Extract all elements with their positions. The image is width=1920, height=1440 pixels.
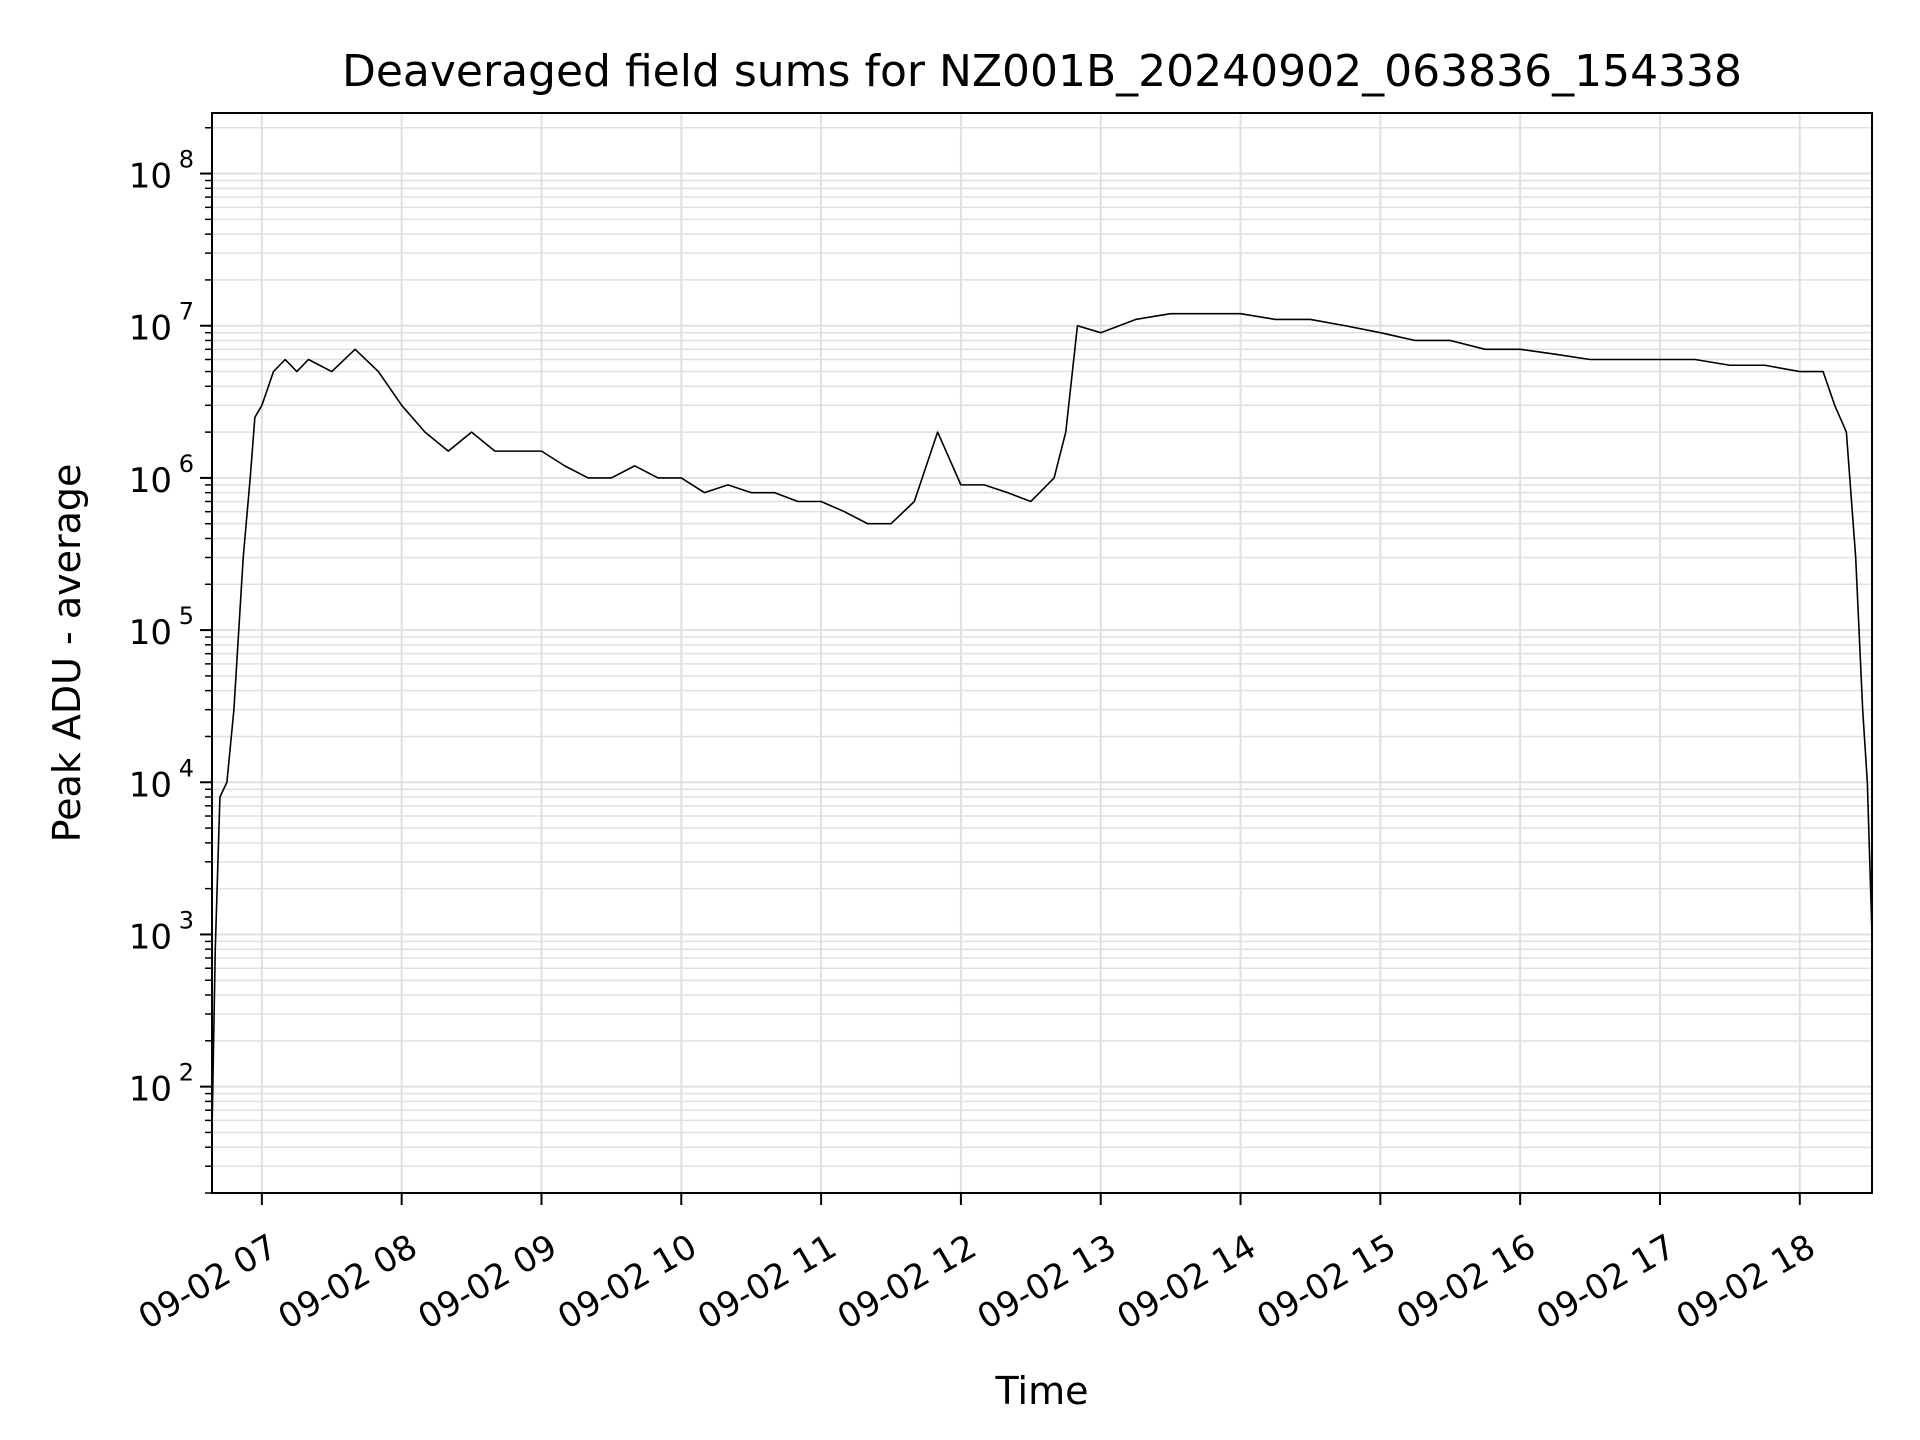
y-tick-label: 10 bbox=[129, 917, 172, 957]
y-tick-exponent: 7 bbox=[179, 298, 194, 326]
y-tick-label: 10 bbox=[129, 309, 172, 349]
y-tick-label: 10 bbox=[129, 765, 172, 805]
y-tick-base: 10 bbox=[129, 157, 172, 197]
y-tick-exponent: 8 bbox=[179, 146, 194, 174]
y-tick-label: 10 bbox=[129, 157, 172, 197]
y-tick-base: 10 bbox=[129, 309, 172, 349]
y-tick-base: 10 bbox=[129, 917, 172, 957]
grid bbox=[212, 113, 1872, 1194]
y-tick-base: 10 bbox=[129, 613, 172, 653]
y-tick-exponent: 4 bbox=[179, 754, 194, 782]
x-axis-label: Time bbox=[995, 1369, 1089, 1413]
y-tick-exponent: 6 bbox=[179, 450, 194, 478]
y-tick-base: 10 bbox=[129, 1070, 172, 1110]
y-tick-label: 10 bbox=[129, 1070, 172, 1110]
series-line bbox=[211, 312, 1873, 1133]
y-tick-label: 10 bbox=[129, 461, 172, 501]
y-tick-base: 10 bbox=[129, 765, 172, 805]
y-tick-exponent: 2 bbox=[179, 1059, 194, 1087]
series-group bbox=[211, 312, 1873, 1133]
y-tick-exponent: 5 bbox=[179, 602, 194, 630]
chart-title: Deaveraged field sums for NZ001B_2024090… bbox=[342, 46, 1742, 97]
y-tick-exponent: 3 bbox=[179, 906, 194, 934]
y-tick-label: 10 bbox=[129, 613, 172, 653]
y-tick-base: 10 bbox=[129, 461, 172, 501]
y-axis-label: Peak ADU - average bbox=[45, 464, 89, 843]
